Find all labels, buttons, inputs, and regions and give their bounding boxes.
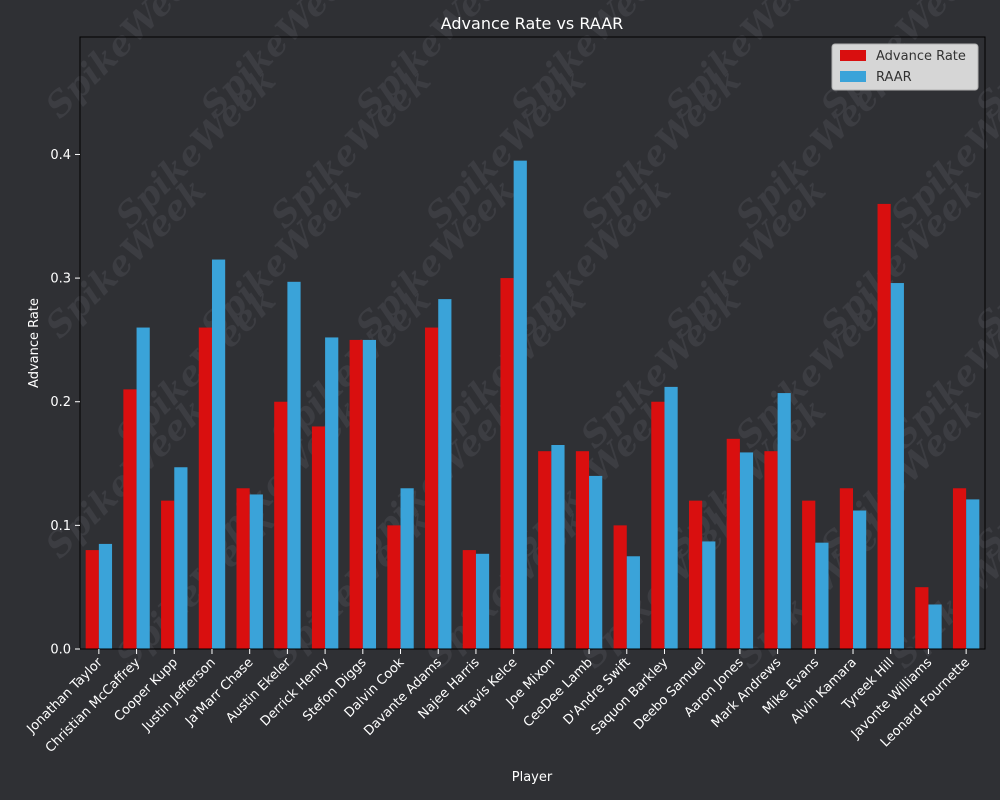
bar-advance-rate bbox=[839, 488, 854, 649]
bar-advance-rate bbox=[877, 203, 891, 649]
legend-swatch-advance-rate bbox=[840, 50, 866, 61]
bar-raar bbox=[853, 510, 867, 649]
legend-label-raar: RAAR bbox=[876, 70, 912, 85]
bar-raar bbox=[815, 542, 829, 649]
bar-advance-rate bbox=[952, 488, 967, 649]
bar-raar bbox=[890, 283, 904, 649]
bar-raar bbox=[589, 475, 603, 649]
bar-raar bbox=[551, 445, 565, 649]
bar-advance-rate bbox=[726, 438, 740, 649]
y-tick-label: 0.2 bbox=[50, 395, 71, 410]
watermark-text: SpikeWeek bbox=[38, 0, 214, 126]
bar-advance-rate bbox=[123, 389, 137, 649]
chart-title: Advance Rate vs RAAR bbox=[441, 14, 624, 33]
bar-advance-rate bbox=[387, 525, 401, 649]
bar-raar bbox=[777, 393, 791, 649]
x-tick-label: Alvin Kamara bbox=[788, 655, 860, 727]
bar-raar bbox=[513, 160, 527, 649]
bar-advance-rate bbox=[651, 401, 665, 649]
bar-raar bbox=[475, 553, 490, 649]
y-tick-label: 0.0 bbox=[50, 643, 71, 658]
bar-raar bbox=[249, 494, 263, 649]
bar-advance-rate bbox=[915, 587, 929, 649]
bar-advance-rate bbox=[85, 550, 99, 649]
bar-raar bbox=[928, 604, 942, 649]
y-axis: 0.0 0.1 0.2 0.3 0.4 bbox=[50, 148, 80, 658]
bar-advance-rate bbox=[802, 500, 816, 649]
bar-raar bbox=[174, 467, 188, 649]
bar-advance-rate bbox=[462, 550, 476, 649]
bar-advance-rate bbox=[538, 451, 552, 649]
bar-advance-rate bbox=[425, 327, 439, 649]
bar-raar bbox=[136, 327, 150, 649]
y-tick-label: 0.3 bbox=[50, 272, 71, 287]
plot-frame bbox=[79, 36, 986, 650]
y-tick-label: 0.1 bbox=[50, 519, 71, 534]
bar-raar bbox=[325, 337, 339, 649]
bar-raar bbox=[966, 499, 980, 649]
bar-raar bbox=[362, 339, 377, 649]
bar-advance-rate bbox=[236, 488, 250, 649]
bar-raar bbox=[702, 541, 716, 649]
bar-raar bbox=[287, 281, 301, 649]
bars bbox=[85, 160, 980, 649]
legend: Advance Rate RAAR bbox=[831, 43, 979, 91]
bar-advance-rate bbox=[274, 401, 288, 649]
bar-advance-rate bbox=[500, 278, 514, 649]
y-tick-label: 0.4 bbox=[50, 148, 71, 163]
legend-box bbox=[831, 43, 979, 91]
bar-raar bbox=[98, 543, 113, 649]
bar-advance-rate bbox=[688, 500, 703, 649]
x-tick-label: Austin Ekeler bbox=[223, 655, 294, 726]
bar-advance-rate bbox=[311, 426, 326, 649]
bar-raar bbox=[400, 488, 414, 649]
bar-advance-rate bbox=[349, 339, 363, 649]
y-axis-label: Advance Rate bbox=[27, 298, 42, 388]
bar-raar bbox=[739, 452, 754, 649]
bar-advance-rate bbox=[575, 451, 590, 649]
bar-advance-rate bbox=[764, 451, 778, 649]
legend-swatch-raar bbox=[840, 71, 866, 82]
bar-raar bbox=[626, 556, 640, 649]
bar-advance-rate bbox=[613, 525, 627, 649]
bar-raar bbox=[664, 386, 678, 649]
x-axis-label: Player bbox=[512, 770, 553, 785]
bar-raar bbox=[211, 259, 226, 649]
bar-raar bbox=[438, 299, 452, 649]
bar-advance-rate bbox=[198, 327, 212, 649]
bar-advance-rate bbox=[161, 500, 175, 649]
legend-label-advance-rate: Advance Rate bbox=[876, 49, 966, 64]
